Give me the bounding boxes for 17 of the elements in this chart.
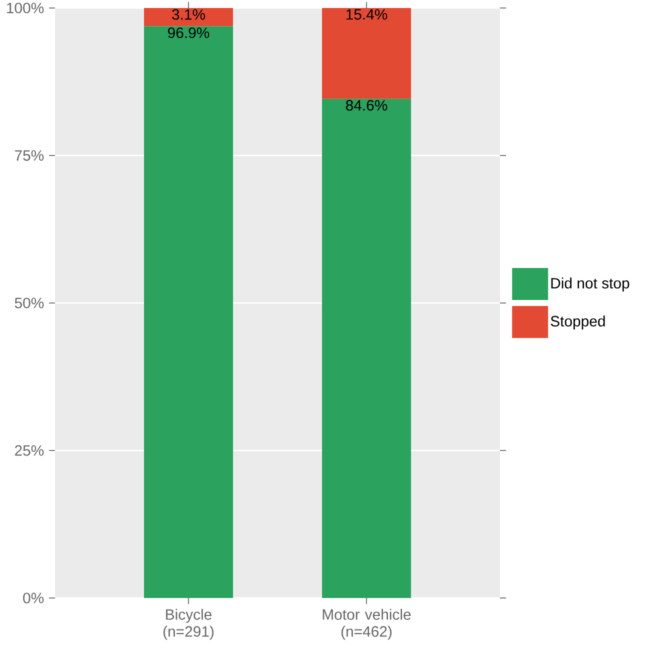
y-tick-label: 100%	[7, 2, 44, 14]
bar	[322, 8, 412, 99]
y-tick-label: 0%	[23, 592, 44, 604]
y-tick-label: 50%	[14, 298, 44, 308]
bar	[144, 8, 234, 26]
x-tick-label: Motor vehicle (n=462)	[322, 608, 411, 640]
bar	[322, 98, 412, 598]
data-label: 84.6%	[346, 100, 388, 111]
data-label: 3.1%	[172, 9, 205, 20]
bar	[144, 26, 234, 598]
data-label: 96.9%	[168, 27, 210, 38]
y-tick-label: 75%	[15, 150, 44, 161]
data-label: 15.4%	[346, 9, 388, 20]
y-tick-label: 25%	[14, 445, 44, 456]
x-tick-label: Bicycle (n=291)	[163, 608, 214, 640]
legend-label: Stopped	[550, 316, 605, 330]
legend-label: Did not stop	[551, 278, 630, 292]
